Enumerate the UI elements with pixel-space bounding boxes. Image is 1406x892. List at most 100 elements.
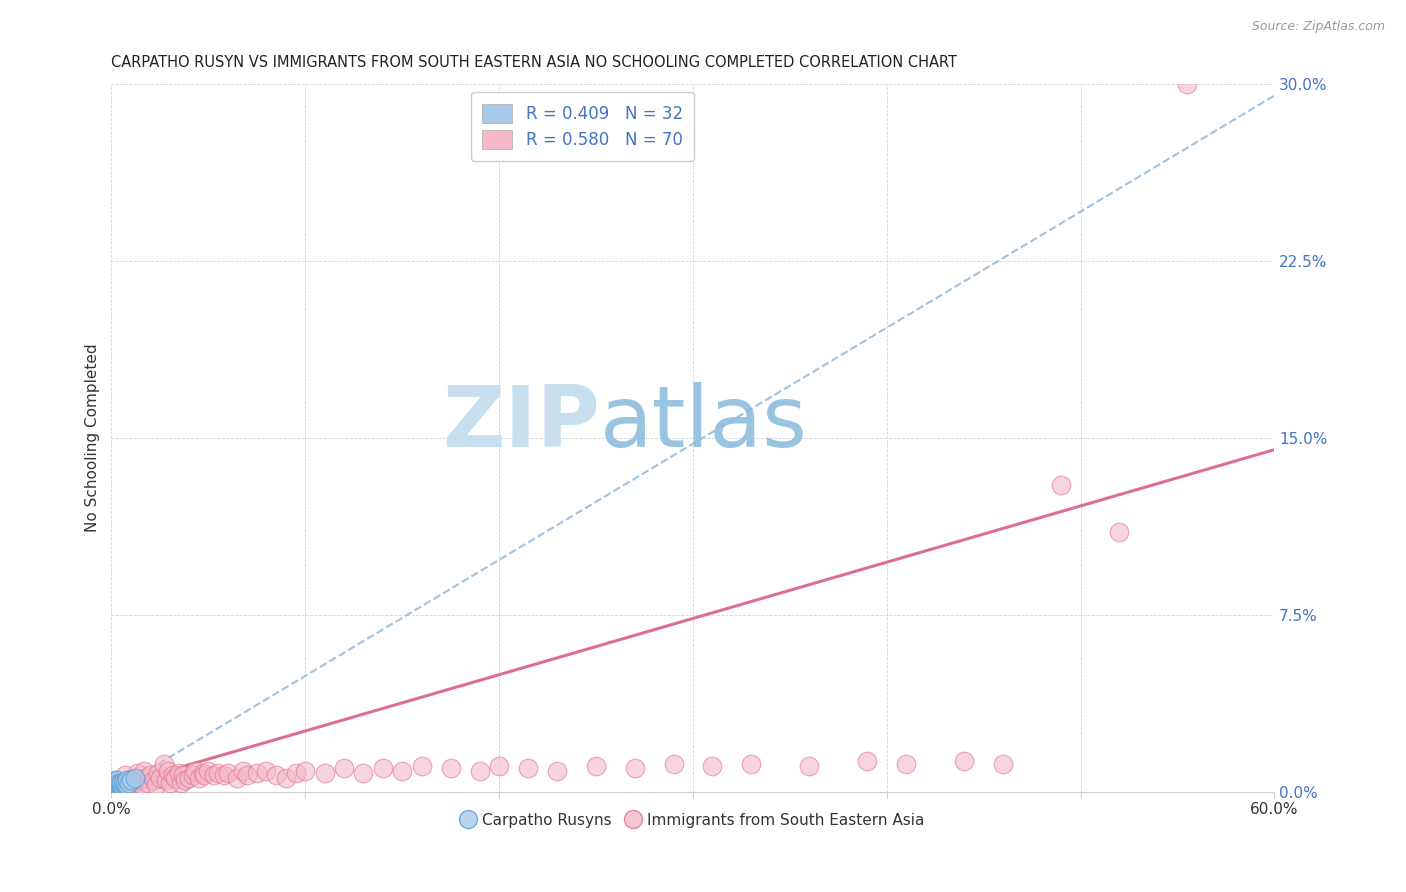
Point <box>129 773 152 788</box>
Point <box>294 764 316 778</box>
Point <box>439 761 461 775</box>
Point <box>104 782 127 797</box>
Point <box>953 754 976 768</box>
Point <box>217 766 239 780</box>
Point <box>108 780 131 795</box>
Point <box>105 778 128 792</box>
Text: Source: ZipAtlas.com: Source: ZipAtlas.com <box>1251 20 1385 33</box>
Point <box>105 775 128 789</box>
Point <box>112 780 135 795</box>
Point <box>139 768 162 782</box>
Point <box>193 768 215 782</box>
Point <box>120 773 142 788</box>
Point <box>105 773 128 788</box>
Point <box>662 756 685 771</box>
Point <box>162 768 184 782</box>
Point <box>115 773 138 788</box>
Point <box>274 771 297 785</box>
Point <box>702 759 724 773</box>
Text: CARPATHO RUSYN VS IMMIGRANTS FROM SOUTH EASTERN ASIA NO SCHOOLING COMPLETED CORR: CARPATHO RUSYN VS IMMIGRANTS FROM SOUTH … <box>111 55 957 70</box>
Point <box>623 761 645 775</box>
Point <box>155 773 177 788</box>
Point <box>1175 77 1198 91</box>
Point <box>115 778 138 792</box>
Point <box>124 775 146 789</box>
Point <box>264 768 287 782</box>
Point <box>114 768 136 782</box>
Text: ZIP: ZIP <box>441 382 600 466</box>
Point <box>104 778 127 792</box>
Point <box>212 768 235 782</box>
Point <box>145 778 167 792</box>
Point <box>110 775 132 789</box>
Point <box>371 761 394 775</box>
Point <box>177 771 200 785</box>
Point <box>184 764 207 778</box>
Point <box>236 768 259 782</box>
Point <box>333 761 356 775</box>
Point <box>103 780 125 795</box>
Point <box>546 764 568 778</box>
Point <box>232 764 254 778</box>
Legend: Carpatho Rusyns, Immigrants from South Eastern Asia: Carpatho Rusyns, Immigrants from South E… <box>456 806 929 834</box>
Point <box>517 761 540 775</box>
Point <box>488 759 510 773</box>
Point <box>585 759 607 773</box>
Point <box>740 756 762 771</box>
Point <box>120 778 142 792</box>
Point <box>156 764 179 778</box>
Point <box>468 764 491 778</box>
Point <box>146 766 169 780</box>
Point <box>118 775 141 789</box>
Point <box>104 780 127 795</box>
Point <box>197 764 219 778</box>
Point <box>105 782 128 797</box>
Point <box>167 766 190 780</box>
Point <box>391 764 413 778</box>
Point <box>1108 525 1130 540</box>
Point <box>110 778 132 792</box>
Point <box>226 771 249 785</box>
Point <box>112 775 135 789</box>
Point <box>1050 478 1073 492</box>
Point <box>114 778 136 792</box>
Point <box>191 766 214 780</box>
Point <box>103 785 125 799</box>
Point <box>411 759 433 773</box>
Point <box>104 785 127 799</box>
Point <box>202 768 225 782</box>
Point <box>314 766 336 780</box>
Point <box>108 775 131 789</box>
Point <box>159 775 181 789</box>
Point <box>172 768 194 782</box>
Point <box>135 771 157 785</box>
Point <box>104 773 127 788</box>
Point <box>143 773 166 788</box>
Point <box>124 771 146 785</box>
Point <box>114 775 136 789</box>
Point <box>152 756 174 771</box>
Point <box>991 756 1014 771</box>
Point <box>131 778 153 792</box>
Point <box>136 775 159 789</box>
Point <box>187 771 209 785</box>
Point <box>125 766 148 780</box>
Point <box>110 778 132 792</box>
Point <box>134 764 156 778</box>
Point <box>856 754 879 768</box>
Point <box>284 766 307 780</box>
Point <box>103 775 125 789</box>
Point <box>165 771 187 785</box>
Point <box>170 775 193 789</box>
Point <box>108 782 131 797</box>
Point <box>894 756 917 771</box>
Point <box>352 766 374 780</box>
Point <box>207 766 229 780</box>
Point <box>174 773 197 788</box>
Point <box>246 766 269 780</box>
Point <box>105 780 128 795</box>
Point <box>149 771 172 785</box>
Point <box>181 768 204 782</box>
Text: atlas: atlas <box>600 382 808 466</box>
Point <box>103 782 125 797</box>
